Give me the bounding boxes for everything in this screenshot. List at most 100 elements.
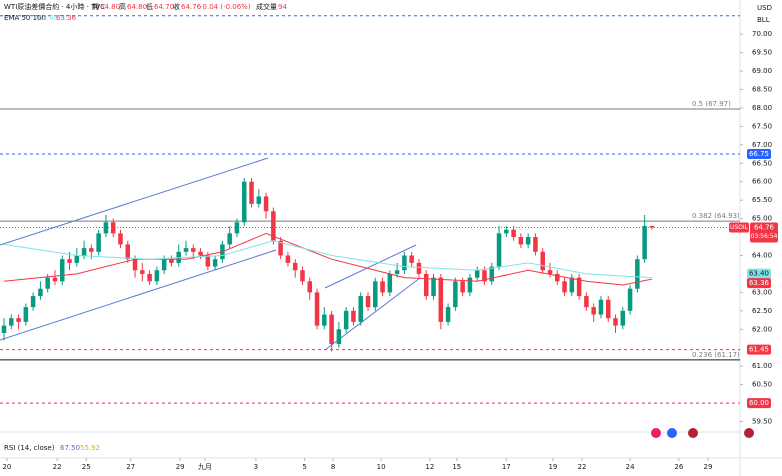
icon xyxy=(651,428,661,438)
x-tick-label: 10 xyxy=(377,463,386,471)
candle-body xyxy=(285,255,291,263)
ohlc-legend: 開 64.80高 64.80低 64.70收 64.76-0.04 (-0.06%) 成交… xyxy=(92,2,287,11)
price-tag-label: 60.00 xyxy=(749,399,769,407)
level-label: 0.236 (61.17) xyxy=(692,351,740,359)
y-tick-label: 67.00 xyxy=(752,141,772,149)
trend-line xyxy=(0,249,277,341)
candle-body xyxy=(205,255,211,267)
ohlc-label: 開 xyxy=(92,3,99,11)
x-tick-label: 5 xyxy=(302,463,306,471)
ohlc-label: 低 xyxy=(146,2,153,11)
rsi-legend: RSI (14, close) xyxy=(4,444,55,452)
candle-body xyxy=(52,277,58,282)
ema-tag-label: 63.40 xyxy=(749,270,769,278)
candle-body xyxy=(118,233,123,245)
candle-body xyxy=(489,266,495,282)
candle-body xyxy=(256,196,262,204)
x-tick-label: 27 xyxy=(126,463,135,471)
candle-body xyxy=(212,259,218,267)
rsi-value: 55.92 xyxy=(80,444,100,452)
candle-body xyxy=(467,277,473,293)
candle-body xyxy=(598,299,604,315)
y-tick-label: 65.50 xyxy=(752,196,772,204)
symbol-tag-label: USOIL xyxy=(730,224,749,231)
y-tick-label: 60.50 xyxy=(752,381,772,389)
candle-body xyxy=(307,281,313,293)
y-tick-label: 66.00 xyxy=(752,178,772,186)
price-tag xyxy=(750,222,778,243)
level-label: 0.382 (64.93) xyxy=(692,212,740,220)
ema-tag xyxy=(747,278,771,289)
ohlc-value: 64.80 xyxy=(100,3,120,11)
candle-body xyxy=(533,237,538,252)
price-tag xyxy=(747,344,771,355)
candle-body xyxy=(620,310,626,326)
candle-body xyxy=(511,229,516,238)
candle-body xyxy=(147,273,152,282)
candle-body xyxy=(329,314,334,345)
candle-body xyxy=(89,248,94,252)
candle-body xyxy=(474,270,480,278)
candle-body xyxy=(183,248,189,252)
y-tick-label: 61.00 xyxy=(752,362,772,370)
icon xyxy=(667,428,677,438)
x-tick-label: 8 xyxy=(331,463,335,471)
price-tag-label: 66.75 xyxy=(749,150,769,158)
ema-legend: EMA 50 100 xyxy=(4,14,46,22)
candle-body xyxy=(81,248,87,256)
x-tick-label: 24 xyxy=(626,463,635,471)
candle-body xyxy=(402,255,407,271)
candle-body xyxy=(547,270,553,274)
candle-body xyxy=(496,233,502,267)
candle-body xyxy=(30,296,36,308)
candle-body xyxy=(45,277,50,289)
candle-body xyxy=(38,288,43,297)
candle-body xyxy=(343,310,349,330)
x-tick-label: 九月 xyxy=(198,462,212,471)
candle-body xyxy=(438,277,444,322)
ohlc-value: 64.76 xyxy=(181,3,202,11)
candle-body xyxy=(504,229,509,234)
x-tick-label: 29 xyxy=(176,463,185,471)
ema-legend-value: 63.36 xyxy=(56,14,77,22)
x-tick-label: 3 xyxy=(254,463,258,471)
candle-body xyxy=(431,277,436,297)
y-tick-label: 62.50 xyxy=(752,307,772,315)
x-tick-label: 17 xyxy=(502,463,511,471)
y-tick-label: 69.00 xyxy=(752,67,772,75)
candle-body xyxy=(314,292,320,326)
y-tick-label: 68.00 xyxy=(752,104,772,112)
candle-body xyxy=(322,314,327,326)
price-tag xyxy=(747,398,771,409)
candle-body xyxy=(351,310,356,322)
ema-line xyxy=(3,240,652,279)
y-tick-label: 69.50 xyxy=(752,49,772,57)
ema-line xyxy=(3,232,652,286)
rsi-value: 67.50 xyxy=(60,444,80,452)
candle-body xyxy=(453,281,458,308)
candle-body xyxy=(642,225,647,260)
change: -0.04 (-0.06%) xyxy=(200,3,251,11)
candle-body xyxy=(358,296,363,322)
candle-body xyxy=(336,329,342,345)
x-tick-label: 20 xyxy=(2,463,11,471)
y-tick-label: 63.00 xyxy=(752,288,772,296)
trend-line xyxy=(324,244,417,289)
trend-line xyxy=(0,157,269,246)
ema-legend-value: 63.40 xyxy=(38,14,58,22)
candle-body xyxy=(198,251,203,256)
y-tick-label: 62.00 xyxy=(752,325,772,333)
candle-body xyxy=(227,233,232,245)
x-tick-label: 25 xyxy=(82,463,91,471)
candle-body xyxy=(649,225,655,228)
y-tick-label: 66.50 xyxy=(752,159,772,167)
y-tick-label: 67.50 xyxy=(752,122,772,130)
candle-body xyxy=(613,318,618,326)
unit: BLL xyxy=(757,16,770,24)
plot: 0.5 (67.97) 0.382 (64.93) 0.236 (61.17) xyxy=(0,15,740,404)
candle-body xyxy=(387,273,393,293)
candle-body xyxy=(292,262,298,271)
candle-body xyxy=(423,273,429,297)
